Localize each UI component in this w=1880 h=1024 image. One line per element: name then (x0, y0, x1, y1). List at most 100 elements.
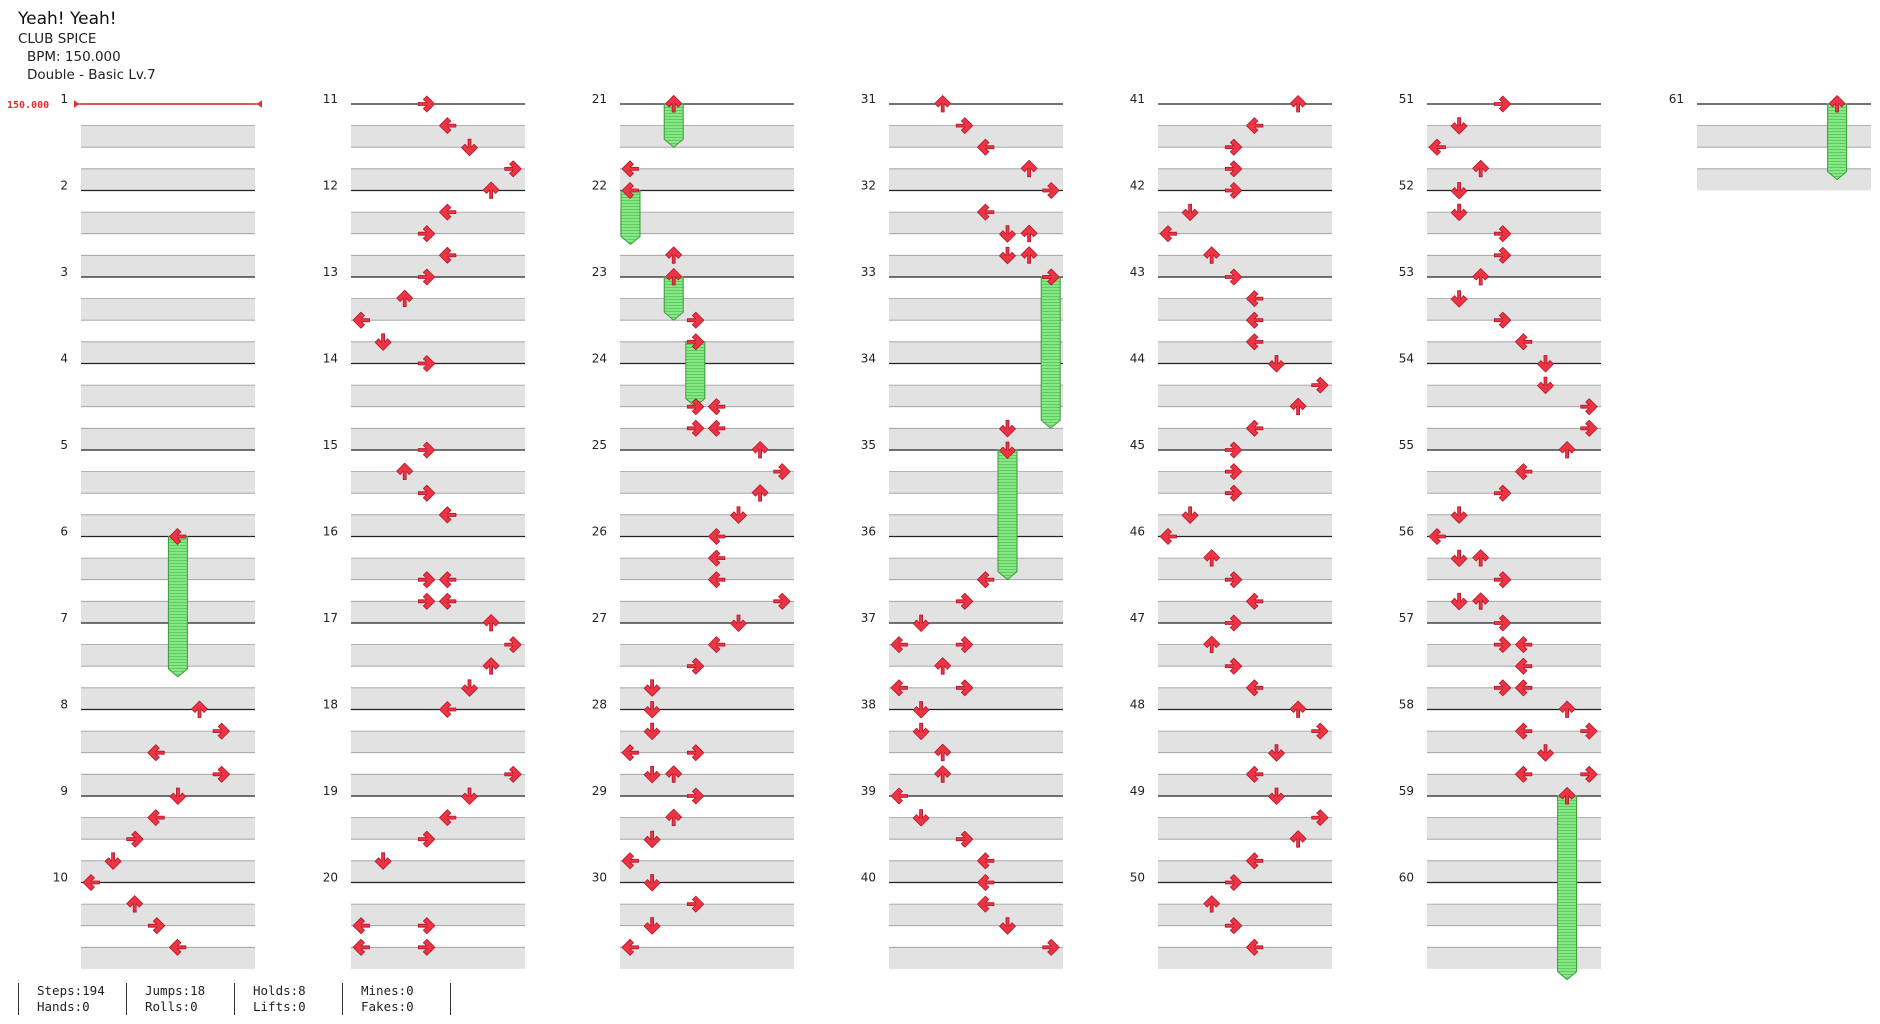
beat-shade (620, 298, 794, 321)
step-arrow-left (1246, 290, 1264, 308)
step-arrow-left (1515, 463, 1533, 481)
beat-shade (1158, 947, 1332, 969)
step-arrow-right (417, 441, 436, 459)
beat-shade (620, 601, 794, 623)
measure-16: 16 (323, 525, 525, 623)
step-arrow-down (643, 765, 661, 784)
beat-shade (1158, 860, 1332, 883)
measure-35: 35 (861, 438, 1063, 537)
step-arrow-right (955, 636, 974, 653)
beat-shade (1158, 298, 1332, 321)
step-arrow-down (999, 246, 1016, 265)
beat-shade (1427, 601, 1601, 623)
step-arrow-up (934, 657, 952, 675)
beat-shade (351, 298, 525, 321)
measure-34: 34 (861, 352, 1063, 450)
step-arrow-up (1558, 787, 1576, 805)
step-arrow-right (686, 657, 705, 675)
step-arrow-left (147, 744, 165, 762)
measure-14: 14 (323, 352, 525, 450)
step-arrow-up (665, 246, 683, 264)
step-arrow-right (1580, 765, 1598, 783)
measure-number: 28 (592, 698, 607, 712)
step-arrow-right (1311, 722, 1329, 740)
song-title: Yeah! Yeah! (18, 9, 117, 29)
beat-shade (351, 471, 525, 494)
step-arrow-left (708, 549, 726, 567)
step-arrow-down (1450, 182, 1468, 200)
hold-note (1827, 103, 1848, 181)
beat-shade (889, 428, 1063, 450)
measure-number: 48 (1130, 698, 1145, 712)
step-arrow-right (686, 398, 705, 416)
measure-number: 36 (861, 525, 876, 539)
step-arrow-left (1428, 528, 1446, 545)
beat-shade (889, 731, 1063, 753)
step-arrow-down (999, 225, 1016, 243)
step-arrow-right (1493, 246, 1512, 264)
beat-shade (1158, 385, 1332, 407)
measure-54: 54 (1399, 352, 1601, 450)
measure-number: 58 (1399, 698, 1414, 712)
measure-number: 32 (861, 179, 876, 193)
stat-fakes: Fakes:0 (361, 999, 414, 1014)
step-arrow-right (212, 722, 231, 740)
step-arrow-right (1224, 571, 1243, 589)
measure-27: 27 (592, 611, 794, 710)
beat-shade (351, 774, 525, 796)
beat-shade (889, 255, 1063, 277)
measure-18: 18 (323, 698, 525, 796)
step-arrow-right (504, 636, 522, 653)
step-arrow-down (374, 333, 392, 351)
step-arrow-left (708, 528, 726, 545)
step-arrow-right (1042, 268, 1060, 286)
beat-shade (889, 904, 1063, 926)
step-arrow-down (1450, 506, 1468, 524)
step-arrow-down (1268, 355, 1285, 373)
step-arrow-up (934, 95, 952, 113)
measure-number: 46 (1130, 525, 1145, 539)
step-arrow-left (1246, 592, 1264, 610)
measure-number: 19 (323, 784, 338, 798)
song-artist: CLUB SPICE (18, 31, 97, 47)
measure-number: 2 (60, 179, 68, 193)
step-arrow-up (1289, 830, 1307, 848)
hold-note (620, 190, 641, 246)
measure-57: 57 (1399, 611, 1601, 710)
step-arrow-left (708, 636, 726, 653)
step-arrow-left (977, 852, 995, 870)
beat-shade (620, 212, 794, 234)
step-arrow-right (773, 592, 791, 610)
step-arrow-right (126, 830, 144, 848)
beat-shade (1427, 212, 1601, 234)
measure-number: 24 (592, 352, 607, 366)
measure-number: 21 (592, 92, 607, 106)
step-arrow-up (1203, 549, 1221, 567)
measure-number: 5 (60, 438, 68, 452)
beat-shade (620, 731, 794, 753)
measure-number: 33 (861, 265, 876, 279)
measure-number: 17 (323, 611, 338, 625)
beat-shade (351, 558, 525, 580)
step-arrow-down (1268, 744, 1285, 762)
beat-shade (1427, 168, 1601, 191)
hold-note (167, 536, 188, 678)
step-arrow-right (955, 592, 974, 610)
measure-46: 46 (1130, 525, 1332, 623)
step-arrow-up (1289, 700, 1307, 718)
step-arrow-left (1159, 528, 1177, 545)
step-arrow-down (1537, 376, 1554, 395)
beat-shade (81, 341, 255, 364)
measure-13: 13 (323, 265, 525, 364)
bpm-change-marker: 150.000 (7, 100, 262, 111)
step-arrow-up (482, 181, 500, 199)
step-arrow-right (1493, 614, 1512, 632)
step-arrow-right (686, 744, 705, 762)
step-arrow-right (212, 765, 231, 783)
step-arrow-down (730, 614, 747, 632)
step-arrow-down (643, 874, 661, 892)
measure-12: 12 (323, 179, 525, 277)
beat-shade (351, 385, 525, 407)
beat-shade (1427, 774, 1601, 796)
beat-shade (889, 817, 1063, 840)
